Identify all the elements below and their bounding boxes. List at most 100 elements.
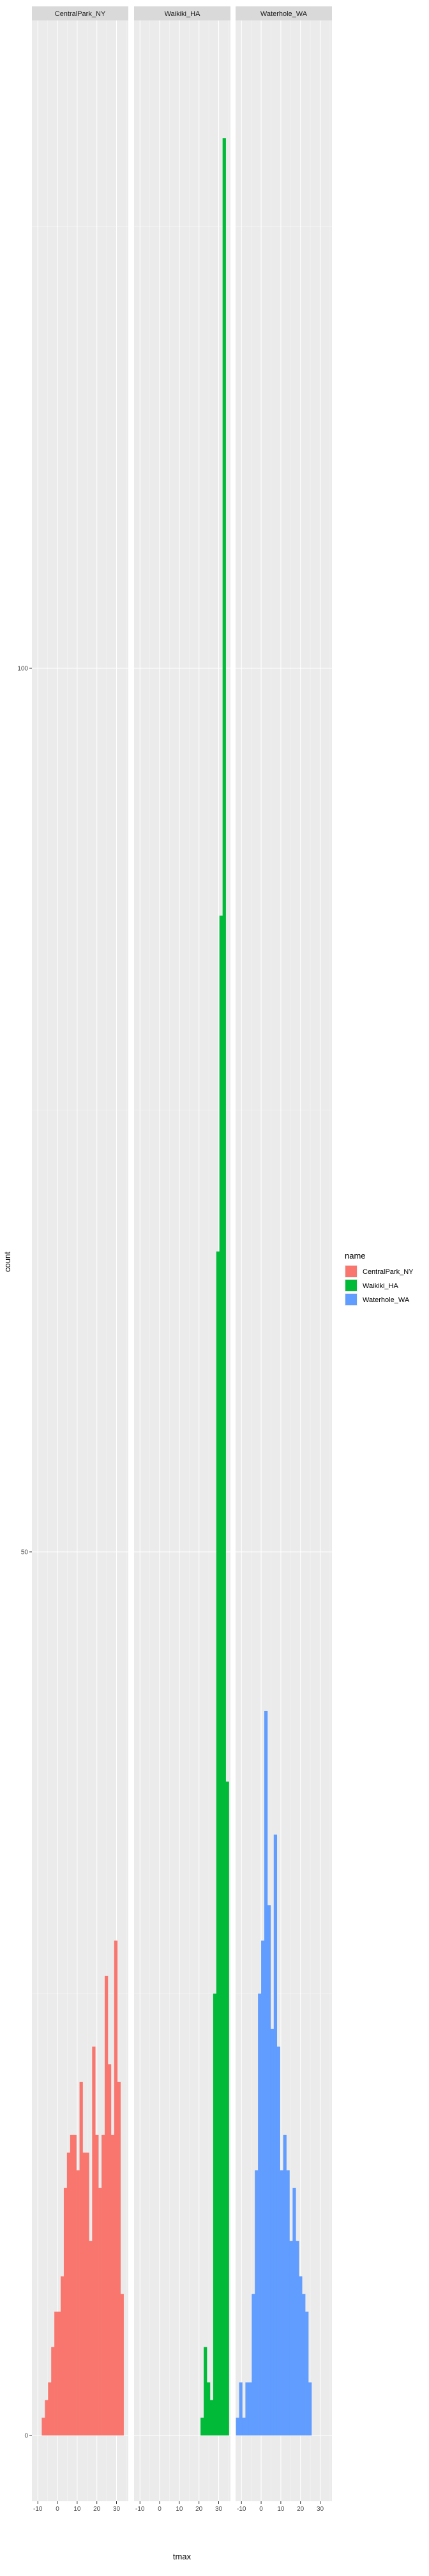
histogram-bar: [207, 2382, 211, 2435]
histogram-bar: [255, 2170, 259, 2435]
histogram-bar: [95, 2135, 99, 2435]
histogram-bar: [258, 1993, 262, 2435]
x-tick-label: -10: [237, 2506, 246, 2513]
facet-strip: [32, 6, 128, 20]
histogram-bar: [236, 2418, 239, 2435]
legend-key-swatch: [345, 1266, 357, 1277]
histogram-bar: [54, 2312, 58, 2435]
x-tick-label: -10: [33, 2506, 43, 2513]
histogram-bar: [242, 2418, 246, 2435]
histogram-bar: [302, 2294, 306, 2435]
x-tick-label: 10: [73, 2506, 81, 2513]
panel-background: [236, 20, 332, 2501]
histogram-bar: [102, 2135, 105, 2435]
facet-strip-label: Waikiki_HA: [165, 10, 200, 18]
y-tick-label: 100: [17, 666, 28, 673]
histogram-bar: [76, 2170, 80, 2435]
histogram-bar: [41, 2418, 45, 2435]
y-axis-title: count: [3, 1252, 12, 1272]
histogram-bar: [98, 2188, 102, 2435]
histogram-bar: [89, 2241, 93, 2435]
legend-title: name: [345, 1251, 366, 1261]
histogram-bar: [70, 2135, 74, 2435]
histogram-bar: [283, 2135, 287, 2435]
facet-strip-label: CentralPark_NY: [55, 10, 106, 18]
histogram-bar: [86, 2152, 89, 2435]
histogram-bar: [110, 2135, 115, 2435]
histogram-bar: [213, 1993, 217, 2435]
x-tick-label: 20: [195, 2506, 203, 2513]
histogram-bar: [114, 1940, 118, 2435]
histogram-bar: [280, 2170, 283, 2435]
legend-entry: CentralPark_NY: [345, 1265, 414, 1278]
histogram-bar: [299, 2276, 303, 2435]
histogram-bar: [248, 2382, 252, 2435]
histogram-bar: [216, 1251, 220, 2435]
histogram-bar: [45, 2400, 49, 2435]
histogram-bar: [267, 1905, 271, 2435]
series-bars: [41, 1940, 124, 2435]
series-bars: [236, 1710, 312, 2435]
facet-panels: CentralPark_NY -10 0 10 20 30 Waikiki_HA -10 0 10…: [32, 6, 332, 2513]
histogram-bar: [252, 2294, 255, 2435]
legend-entry: Waikiki_HA: [345, 1279, 398, 1292]
facet-panel-waikiki-ha: Waikiki_HA -10 0 10 20 30: [134, 6, 230, 2513]
histogram-bar: [245, 2382, 249, 2435]
histogram-bar: [264, 1710, 268, 2435]
histogram-bar: [200, 2418, 204, 2435]
series-bars: [200, 138, 229, 2436]
histogram-bar: [66, 2152, 71, 2435]
legend-label: Waikiki_HA: [363, 1282, 398, 1290]
legend-key-swatch: [345, 1280, 357, 1291]
facet-panel-centralpark-ny: CentralPark_NY -10 0 10 20 30: [32, 6, 128, 2513]
histogram-bar: [60, 2276, 64, 2435]
histogram-bar: [225, 1781, 229, 2435]
histogram-bar: [292, 2188, 296, 2435]
histogram-bar: [48, 2382, 52, 2435]
x-tick-label: 0: [158, 2506, 162, 2513]
y-tick-label: 0: [24, 2433, 28, 2440]
y-axis: 0 50 100: [17, 666, 32, 2440]
histogram-bar: [209, 2400, 214, 2435]
legend-entry: Waterhole_WA: [345, 1293, 410, 1306]
histogram-bar: [92, 2046, 96, 2435]
legend: name CentralPark_NY Waikiki_HA Waterhole_WA: [345, 1251, 414, 1306]
histogram-bar: [261, 1940, 265, 2435]
y-tick-label: 50: [21, 1549, 29, 1556]
x-tick-label: 10: [277, 2506, 285, 2513]
histogram-bar: [107, 2064, 112, 2435]
facet-strip: [134, 6, 230, 20]
histogram-bar: [296, 2241, 299, 2435]
histogram-bar: [73, 2135, 77, 2435]
histogram-bar: [63, 2188, 68, 2435]
facet-strip: [236, 6, 332, 20]
histogram-bar: [51, 2347, 55, 2435]
x-tick-label: 0: [56, 2506, 59, 2513]
histogram-bar: [79, 2082, 83, 2435]
x-axis-title: tmax: [173, 2552, 192, 2561]
legend-key-swatch: [345, 1294, 357, 1305]
x-tick-label: 20: [297, 2506, 305, 2513]
histogram-bar: [219, 916, 223, 2435]
histogram-bar: [270, 2028, 275, 2435]
histogram-bar: [120, 2294, 124, 2435]
histogram-bar: [305, 2312, 309, 2435]
histogram-bar: [308, 2382, 312, 2435]
histogram-bar: [204, 2347, 207, 2435]
histogram-bar: [239, 2382, 243, 2435]
x-tick-label: -10: [135, 2506, 145, 2513]
histogram-bar: [105, 1975, 109, 2435]
x-tick-label: 30: [113, 2506, 121, 2513]
legend-label: CentralPark_NY: [363, 1268, 414, 1276]
histogram-bar: [117, 2082, 121, 2435]
histogram-bar: [273, 1834, 278, 2435]
facet-strip-label: Waterhole_WA: [260, 10, 308, 18]
x-tick-label: 0: [259, 2506, 263, 2513]
facet-panel-waterhole-wa: Waterhole_WA -10 0 10 20 30: [236, 6, 332, 2513]
histogram-bar: [57, 2312, 61, 2435]
x-tick-label: 10: [176, 2506, 183, 2513]
x-tick-label: 20: [93, 2506, 101, 2513]
histogram-bar: [286, 2170, 290, 2435]
histogram-bar: [276, 2046, 280, 2435]
